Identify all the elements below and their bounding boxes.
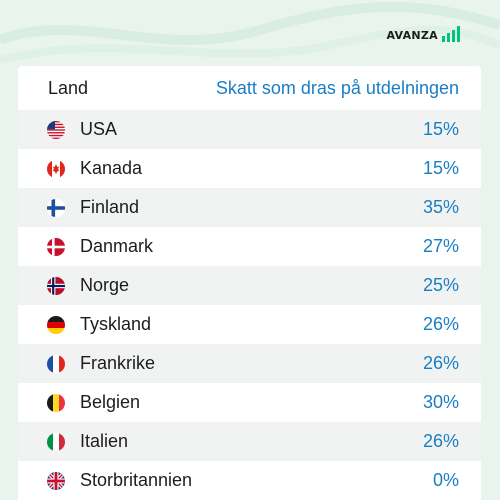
finland-flag-icon	[47, 198, 65, 217]
country-cell: Kanada	[47, 158, 142, 179]
country-name: Danmark	[80, 236, 154, 256]
logo-text: AVANZA	[386, 29, 438, 42]
france-flag-icon	[47, 354, 65, 373]
country-name: USA	[80, 119, 118, 139]
tax-rate: 35%	[422, 197, 459, 217]
norway-flag-icon	[47, 276, 65, 295]
table-row: Danmark 27%	[18, 227, 481, 266]
italy-flag-icon	[47, 432, 65, 451]
avanza-logo: AVANZA	[386, 26, 460, 42]
country-cell: Norge	[47, 275, 129, 296]
country-name: Belgien	[80, 392, 141, 412]
country-cell: Tyskland	[47, 314, 151, 335]
table-row: Tyskland 26%	[18, 305, 481, 344]
country-cell: Frankrike	[47, 353, 155, 374]
country-name: Storbritannien	[80, 470, 193, 490]
table-row: Frankrike 26%	[18, 344, 481, 383]
denmark-flag-icon	[47, 237, 65, 256]
table-row: Finland 35%	[18, 188, 481, 227]
country-name: Frankrike	[80, 353, 156, 373]
tax-rate: 15%	[422, 119, 459, 139]
tax-rate: 30%	[422, 392, 459, 412]
canada-flag-icon	[47, 159, 65, 178]
country-cell: Danmark	[47, 236, 153, 257]
country-cell: Storbritannien	[47, 470, 192, 491]
tax-rate: 25%	[422, 275, 459, 295]
country-name: Finland	[80, 197, 140, 217]
table-row: Italien 26%	[18, 422, 481, 461]
belgium-flag-icon	[47, 393, 65, 412]
uk-flag-icon	[47, 471, 65, 490]
table-row: Storbritannien 0%	[18, 461, 481, 500]
country-cell: USA	[47, 119, 117, 140]
table-row: Kanada 15%	[18, 149, 481, 188]
tax-rate: 27%	[422, 236, 459, 256]
tax-rate: 0%	[432, 470, 459, 490]
country-name: Tyskland	[80, 314, 152, 334]
tax-rate: 15%	[422, 158, 459, 178]
tax-table-card: Land Skatt som dras på utdelningen USA 15…	[18, 66, 481, 500]
country-name: Italien	[80, 431, 129, 451]
table-row: Norge 25%	[18, 266, 481, 305]
country-cell: Belgien	[47, 392, 140, 413]
usa-flag-icon	[47, 120, 65, 139]
country-cell: Finland	[47, 197, 139, 218]
table-row: USA 15%	[18, 110, 481, 149]
country-name: Kanada	[80, 158, 143, 178]
logo-bars-icon	[442, 26, 460, 42]
table-header: Land Skatt som dras på utdelningen	[18, 66, 481, 110]
table-row: Belgien 30%	[18, 383, 481, 422]
country-name: Norge	[80, 275, 130, 295]
germany-flag-icon	[47, 315, 65, 334]
tax-rate: 26%	[422, 353, 459, 373]
table-rows: USA 15% Kanada 15% Finland 35% Danmark 27% Norge…	[18, 110, 481, 500]
header-land: Land	[48, 77, 89, 98]
tax-rate: 26%	[422, 314, 459, 334]
country-cell: Italien	[47, 431, 128, 452]
header-tax: Skatt som dras på utdelningen	[215, 77, 459, 98]
tax-rate: 26%	[422, 431, 459, 451]
